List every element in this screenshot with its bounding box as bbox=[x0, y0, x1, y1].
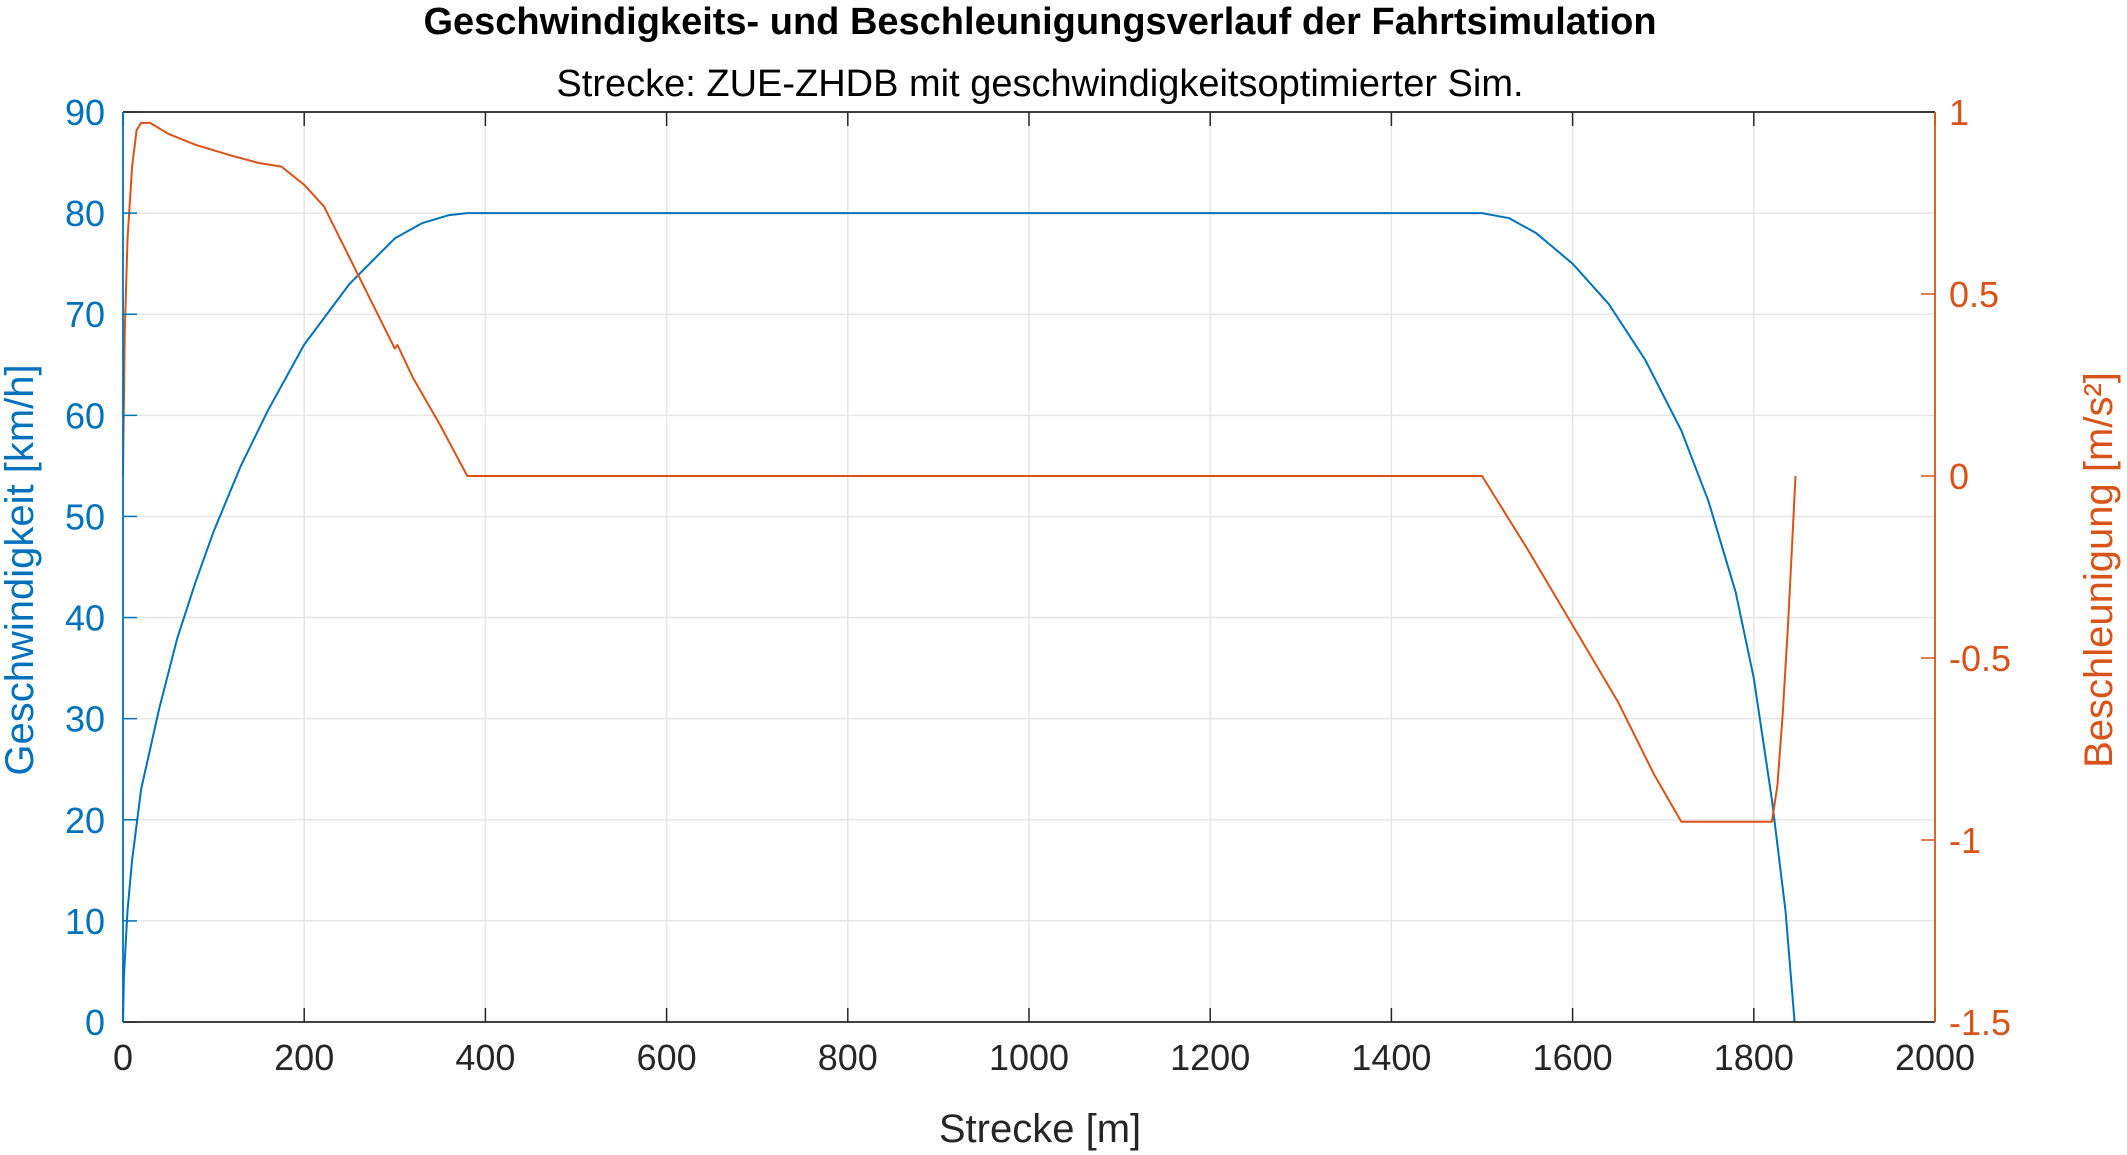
y-left-tick-label: 80 bbox=[65, 193, 105, 234]
axes bbox=[122, 111, 1936, 1023]
y-right-tick-label: -1.5 bbox=[1949, 1002, 2011, 1043]
x-tick-label: 1600 bbox=[1533, 1037, 1613, 1078]
acceleration-line bbox=[122, 121, 1797, 823]
y-right-tick-label: -0.5 bbox=[1949, 638, 2011, 679]
tick-labels: 0 200 400 600 800 1000 1200 1400 1600 1800 2000010… bbox=[65, 92, 2011, 1078]
x-tick-label: 1400 bbox=[1351, 1037, 1431, 1078]
x-axis-label: Strecke [m] bbox=[939, 1107, 1141, 1151]
x-tick-label: 1000 bbox=[989, 1037, 1069, 1078]
y-left-tick-label: 10 bbox=[65, 901, 105, 942]
series-lines bbox=[122, 121, 1797, 1023]
y-left-tick-label: 60 bbox=[65, 395, 105, 436]
y-left-tick-label: 40 bbox=[65, 598, 105, 639]
x-tick-label: 200 bbox=[274, 1037, 334, 1078]
x-tick-label: 0 bbox=[113, 1037, 133, 1078]
chart-title: Geschwindigkeits- und Beschleunigungsver… bbox=[423, 1, 1656, 43]
x-tick-label: 1200 bbox=[1170, 1037, 1250, 1078]
x-tick-label: 2000 bbox=[1895, 1037, 1975, 1078]
x-tick-label: 1800 bbox=[1714, 1037, 1794, 1078]
y-right-tick-label: 1 bbox=[1949, 92, 1969, 133]
y-left-tick-label: 50 bbox=[65, 496, 105, 537]
y-right-tick-label: 0.5 bbox=[1949, 274, 1999, 315]
y-left-tick-label: 90 bbox=[65, 92, 105, 133]
speed-line bbox=[122, 212, 1796, 1023]
y-left-tick-label: 0 bbox=[85, 1002, 105, 1043]
y-right-tick-label: 0 bbox=[1949, 456, 1969, 497]
y-right-axis-label: Beschleunigung [m/s²] bbox=[2077, 372, 2121, 768]
x-tick-label: 800 bbox=[818, 1037, 878, 1078]
x-tick-label: 400 bbox=[455, 1037, 515, 1078]
y-left-tick-label: 70 bbox=[65, 294, 105, 335]
y-left-tick-label: 30 bbox=[65, 699, 105, 740]
y-left-axis-label: Geschwindigkeit [km/h] bbox=[0, 364, 42, 775]
y-right-tick-label: -1 bbox=[1949, 820, 1981, 861]
y-left-tick-label: 20 bbox=[65, 800, 105, 841]
grid-lines bbox=[122, 111, 1936, 1023]
chart-subtitle: Strecke: ZUE-ZHDB mit geschwindigkeitsop… bbox=[556, 63, 1523, 105]
x-tick-label: 600 bbox=[637, 1037, 697, 1078]
